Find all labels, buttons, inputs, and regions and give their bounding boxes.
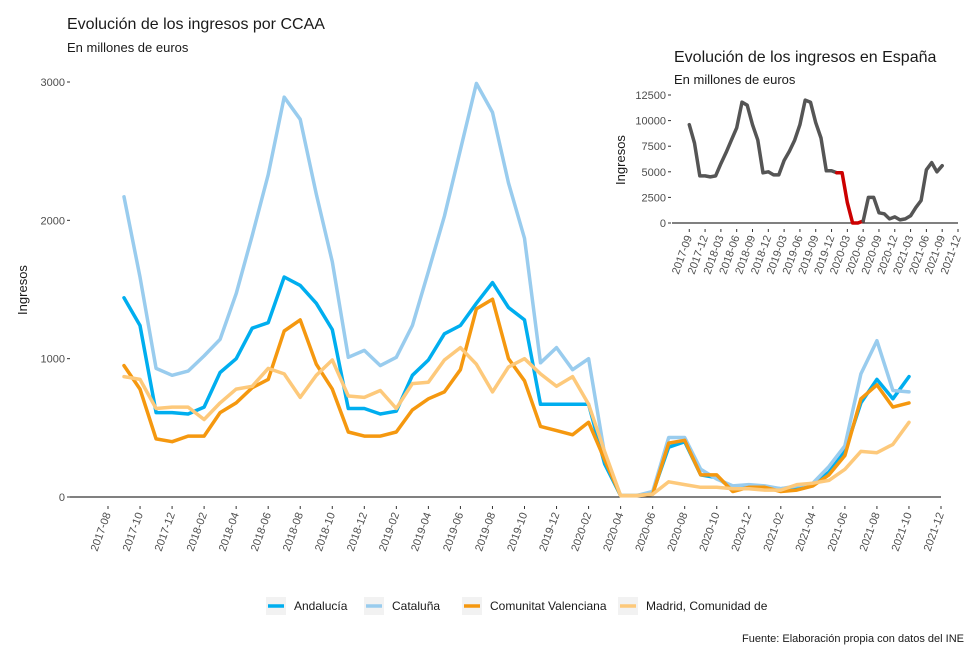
main-x-tick-label: 2018-06 [249,511,274,553]
legend: Andalucía Cataluña Comunitat Valenciana Mad… [266,597,768,615]
main-x-tick-label: 2017-08 [89,511,114,553]
main-series-line-2 [122,297,911,498]
inset-y-tick-label: 10000 [635,116,666,128]
main-x-tick-label: 2018-12 [345,511,370,553]
inset-y-tick-label: 0 [660,218,666,230]
inset-chart-title: Evolución de los ingresos en España [674,49,936,66]
main-y-tick-label: 3000 [41,77,65,89]
main-x-tick-label: 2018-10 [313,511,338,553]
main-y-tick-label: 2000 [41,215,65,227]
inset-series-line-0 [687,98,839,179]
main-chart-subtitle: En millones de euros [67,40,189,55]
main-x-tick-label: 2017-10 [121,511,146,553]
main-x-tick-label: 2019-08 [473,511,498,553]
legend-label: Madrid, Comunidad de [646,599,768,613]
main-chart-title: Evolución de los ingresos por CCAA [67,16,325,33]
main-x-tick-label: 2018-02 [185,511,210,553]
main-x-tick-label: 2018-04 [217,511,242,553]
main-x-tick-label: 2021-12 [922,511,947,553]
legend-label: Andalucía [294,599,348,613]
main-x-tick-label: 2020-06 [633,511,658,553]
main-series-line-1 [122,81,911,498]
main-x-tick-label: 2021-08 [858,511,883,553]
main-x-tick-label: 2017-12 [153,511,178,553]
main-y-tick-label: 1000 [41,354,65,366]
main-x-tick-label: 2019-04 [409,511,434,553]
inset-series-line-2 [861,160,944,223]
main-y-tick-label: 0 [59,492,65,504]
inset-y-tick-label: 12500 [635,90,666,102]
inset-y-axis-title: Ingresos [613,135,628,185]
main-x-tick-label: 2019-06 [441,511,466,553]
main-x-tick-label: 2019-12 [537,511,562,553]
inset-plot-area: 025005000750010000125002017-092017-12201… [635,90,963,276]
inset-y-tick-label: 7500 [642,141,666,153]
main-x-tick-label: 2021-02 [762,511,787,553]
main-x-tick-label: 2019-10 [505,511,530,553]
main-x-tick-label: 2021-04 [794,511,819,553]
inset-series-line-1 [835,171,865,225]
main-x-tick-label: 2021-06 [826,511,851,553]
main-x-tick-label: 2020-08 [665,511,690,553]
inset-y-tick-label: 5000 [642,167,666,179]
main-x-tick-label: 2020-12 [730,511,755,553]
main-series-line-3 [122,345,911,498]
main-x-tick-label: 2021-10 [890,511,915,553]
main-x-tick-label: 2019-02 [377,511,402,553]
main-plot-area: 0 1000 2000 3000 2017-08 2017-10 2017-12 2018-0… [41,77,947,553]
inset-chart-subtitle: En millones de euros [674,72,796,87]
main-x-tick-label: 2020-02 [569,511,594,553]
inset-y-tick-label: 2500 [642,192,666,204]
main-x-tick-label: 2020-04 [601,511,626,553]
legend-label: Cataluña [392,599,440,613]
source-caption: Fuente: Elaboración propia con datos del… [742,633,964,645]
main-x-tick-label: 2020-10 [697,511,722,553]
main-series-line-0 [122,275,911,498]
legend-label: Comunitat Valenciana [490,599,607,613]
main-x-tick-label: 2018-08 [281,511,306,553]
main-y-axis-title: Ingresos [15,265,30,315]
